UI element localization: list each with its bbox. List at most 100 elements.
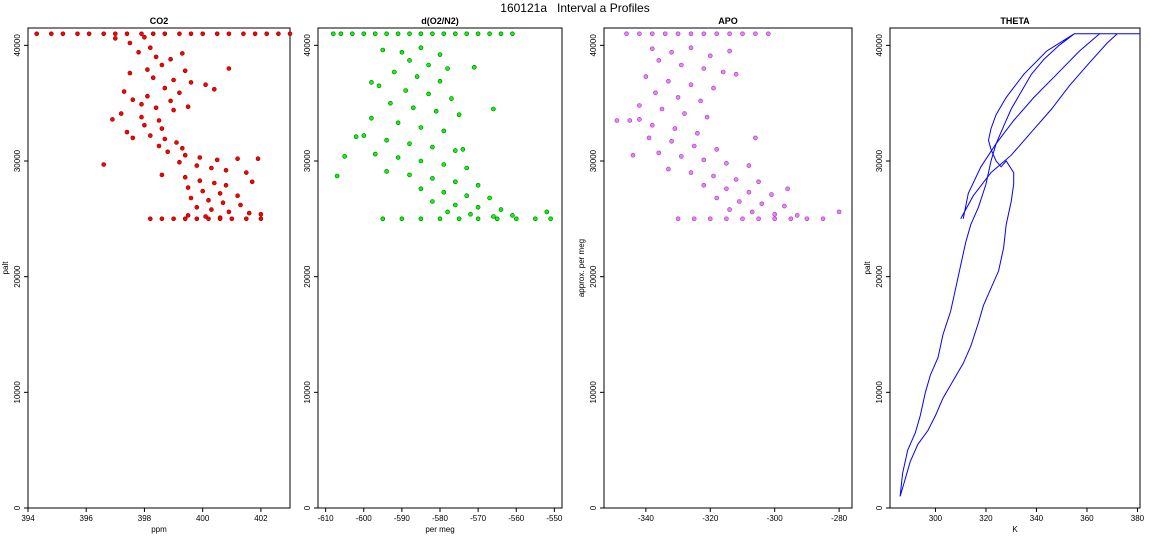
data-point xyxy=(372,151,378,157)
data-point xyxy=(653,90,658,96)
data-point xyxy=(740,216,745,222)
data-point xyxy=(430,199,435,204)
data-point xyxy=(649,46,655,52)
data-point xyxy=(437,52,443,57)
data-point xyxy=(220,200,226,205)
data-point xyxy=(452,202,458,208)
figure-title: 160121a Interval a Profiles xyxy=(500,1,650,15)
data-point xyxy=(159,172,165,178)
data-point xyxy=(785,186,790,192)
data-point xyxy=(772,211,778,217)
data-point xyxy=(182,174,188,180)
data-point xyxy=(145,93,150,99)
data-point xyxy=(711,85,716,91)
y-tick-label: 0 xyxy=(13,505,22,510)
data-point xyxy=(788,216,794,222)
data-point xyxy=(727,48,732,54)
data-point xyxy=(418,186,424,192)
y-tick-label: 40000 xyxy=(303,34,312,57)
data-point xyxy=(249,179,255,185)
data-point xyxy=(188,195,194,201)
data-point xyxy=(471,65,477,70)
data-point xyxy=(820,216,826,222)
data-point xyxy=(349,31,355,37)
y-tick-label: 20000 xyxy=(13,265,22,288)
data-point xyxy=(177,90,182,96)
data-point xyxy=(637,31,642,37)
data-point xyxy=(646,135,652,141)
data-point xyxy=(206,198,211,203)
data-point xyxy=(258,216,264,222)
data-point xyxy=(733,177,739,182)
data-point xyxy=(369,80,374,85)
data-point xyxy=(698,98,703,104)
y-tick-label: 40000 xyxy=(589,34,598,57)
data-point xyxy=(334,173,340,179)
data-point xyxy=(675,31,681,37)
data-point xyxy=(384,137,389,143)
data-point xyxy=(287,31,293,37)
data-point xyxy=(746,189,752,195)
x-tick-label: 380 xyxy=(1131,514,1145,523)
data-point xyxy=(475,216,481,222)
x-tick-label: 402 xyxy=(254,514,268,523)
plot-frame xyxy=(317,27,563,509)
data-point xyxy=(445,209,450,215)
data-point xyxy=(223,183,229,188)
x-tick-label: -590 xyxy=(394,514,411,523)
data-point xyxy=(177,31,182,37)
data-point xyxy=(162,31,168,37)
data-point xyxy=(153,54,159,60)
data-point xyxy=(675,216,681,222)
data-point xyxy=(171,107,176,113)
data-point xyxy=(649,31,655,37)
data-point xyxy=(153,105,159,111)
data-point xyxy=(746,163,752,168)
data-point xyxy=(704,114,710,120)
x-tick-label: -610 xyxy=(318,514,335,523)
data-point xyxy=(740,31,745,37)
data-point xyxy=(672,126,678,131)
data-point xyxy=(399,49,405,55)
data-point xyxy=(235,193,240,198)
data-point xyxy=(113,31,118,37)
data-point xyxy=(433,109,439,114)
data-point xyxy=(194,205,200,210)
data-point xyxy=(688,170,694,175)
data-point xyxy=(238,202,243,208)
data-point xyxy=(733,72,739,77)
data-point xyxy=(460,147,466,152)
data-point xyxy=(203,82,208,87)
x-tick-label: -340 xyxy=(638,514,655,523)
data-point xyxy=(410,105,416,111)
data-point xyxy=(214,31,220,37)
data-point xyxy=(156,143,162,149)
data-point xyxy=(475,31,481,37)
data-point xyxy=(691,143,697,149)
data-point xyxy=(361,31,367,37)
data-point xyxy=(197,155,203,160)
data-point xyxy=(659,106,665,112)
data-point xyxy=(724,186,729,192)
data-point xyxy=(168,98,173,104)
data-point xyxy=(695,131,700,136)
data-point xyxy=(194,163,200,168)
panel-title: APO xyxy=(718,16,738,26)
data-point xyxy=(150,75,156,80)
data-point xyxy=(384,169,389,174)
data-point xyxy=(649,122,655,128)
data-point xyxy=(113,36,118,41)
data-point xyxy=(217,191,223,196)
data-point xyxy=(765,31,771,37)
data-point xyxy=(688,45,694,51)
data-point xyxy=(168,56,173,62)
data-point xyxy=(675,95,681,100)
y-tick-label: 30000 xyxy=(13,149,22,172)
plot-frame xyxy=(27,27,291,509)
data-point xyxy=(180,51,185,56)
data-point xyxy=(121,89,127,94)
plot-frame xyxy=(603,27,853,509)
y-tick-label: 40000 xyxy=(13,34,22,57)
y-tick-label: 10000 xyxy=(13,381,22,404)
data-point xyxy=(110,117,115,122)
